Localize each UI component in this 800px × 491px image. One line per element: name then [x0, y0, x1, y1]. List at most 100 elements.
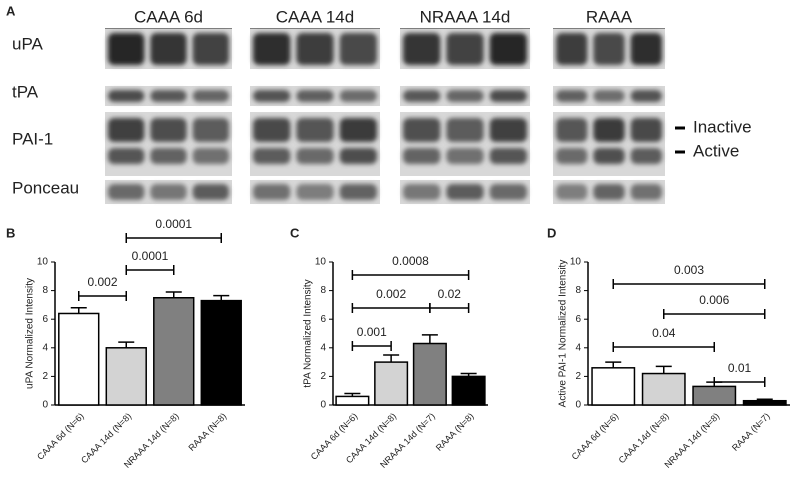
blot-band: [296, 90, 334, 102]
blot-row-label: PAI-1: [12, 129, 53, 148]
p-value-label: 0.0001: [132, 249, 169, 263]
blot-band: [446, 148, 484, 164]
blot-band: [192, 90, 229, 102]
blot-band: [192, 118, 229, 142]
bar: [412, 342, 447, 406]
blot-band: [253, 33, 291, 65]
x-tick-label: RAAA (N=8): [434, 411, 476, 453]
bar: [591, 367, 636, 406]
blot-group-label: RAAA: [586, 7, 633, 26]
blot-row-label: uPA: [12, 34, 44, 53]
blot-band: [150, 184, 187, 200]
y-tick-label: 2: [575, 371, 581, 382]
blot-band: [253, 118, 291, 142]
blot-band: [593, 184, 625, 200]
blot-band: [296, 33, 334, 65]
p-value-label: 0.0008: [392, 254, 429, 268]
blot-group-label: CAAA 6d: [134, 7, 203, 26]
blot-band: [593, 90, 625, 102]
y-tick-label: 0: [575, 400, 581, 411]
significance-bracket: [713, 377, 766, 387]
blot-band: [150, 148, 187, 164]
blot-band: [108, 184, 145, 200]
blot-band: [489, 90, 527, 102]
blot-band: [150, 118, 187, 142]
significance-bracket: [612, 279, 766, 289]
x-tick-label: CAAA 14d (N=8): [617, 411, 671, 465]
significance-bracket: [429, 303, 470, 313]
x-tick-label: RAAA (N=7): [730, 411, 772, 453]
blot-band: [150, 90, 187, 102]
y-tick-label: 4: [575, 342, 581, 353]
blot-band: [339, 90, 377, 102]
blot-band: [192, 33, 229, 65]
blot-band: [556, 33, 588, 65]
blot-band: [630, 90, 662, 102]
y-tick-label: 4: [320, 342, 326, 353]
x-tick-label: NRAAA 14d (N=8): [662, 411, 721, 470]
blot-band: [446, 118, 484, 142]
blot-band: [556, 148, 588, 164]
blot-band: [108, 90, 145, 102]
bar: [374, 361, 409, 406]
x-tick-label: CAAA 14d (N=8): [79, 411, 133, 465]
x-tick-label: RAAA (N=8): [186, 411, 228, 453]
blot-band: [489, 148, 527, 164]
p-value-label: 0.001: [357, 325, 387, 339]
blot-band: [296, 118, 334, 142]
blot-group-label: NRAAA 14d: [420, 7, 511, 26]
blot-band: [192, 148, 229, 164]
blot-group-label: CAAA 14d: [276, 7, 354, 26]
y-tick-label: 6: [42, 314, 48, 325]
blot-band: [108, 148, 145, 164]
blot-band: [108, 33, 145, 65]
significance-bracket: [351, 303, 431, 313]
blot-band: [108, 118, 145, 142]
bar: [200, 299, 242, 406]
bar: [335, 395, 370, 406]
significance-bracket: [125, 265, 175, 275]
blot-band: [446, 184, 484, 200]
blot-band: [556, 90, 588, 102]
panel-letter: A: [6, 3, 16, 18]
blot-band: [630, 184, 662, 200]
panel-letter: B: [6, 225, 15, 240]
band-label: Inactive: [693, 117, 752, 136]
y-axis-label: tPA Normalized Intensity: [303, 279, 314, 387]
blot-band: [446, 33, 484, 65]
blot-band: [403, 184, 441, 200]
y-axis-label: uPA Normalized Intensity: [25, 278, 36, 389]
blot-band: [296, 148, 334, 164]
blot-band: [446, 90, 484, 102]
x-tick-label: CAAA 6d (N=6): [35, 411, 86, 462]
panel-letter: D: [547, 225, 556, 240]
blot-band: [489, 33, 527, 65]
blot-band: [253, 148, 291, 164]
bar: [451, 375, 486, 406]
y-tick-label: 6: [575, 314, 581, 325]
bar: [153, 297, 195, 406]
significance-bracket: [612, 342, 715, 352]
blot-band: [192, 184, 229, 200]
significance-bracket: [78, 291, 127, 301]
p-value-label: 0.003: [674, 263, 704, 277]
blot-band: [403, 148, 441, 164]
p-value-label: 0.01: [728, 361, 752, 375]
y-tick-label: 8: [575, 285, 581, 296]
p-value-label: 0.002: [87, 275, 117, 289]
bar: [105, 347, 147, 406]
blot-band: [296, 184, 334, 200]
blot-band: [630, 148, 662, 164]
significance-bracket: [351, 270, 470, 280]
y-tick-label: 8: [42, 285, 48, 296]
blot-band: [339, 184, 377, 200]
significance-bracket: [351, 341, 392, 351]
y-tick-label: 0: [42, 400, 48, 411]
blot-band: [556, 184, 588, 200]
blot-band: [630, 33, 662, 65]
blot-band: [150, 33, 187, 65]
p-value-label: 0.0001: [155, 217, 192, 231]
y-axis-label: Active PAI-1 Normalized Intensity: [558, 260, 569, 408]
blot-band: [630, 118, 662, 142]
